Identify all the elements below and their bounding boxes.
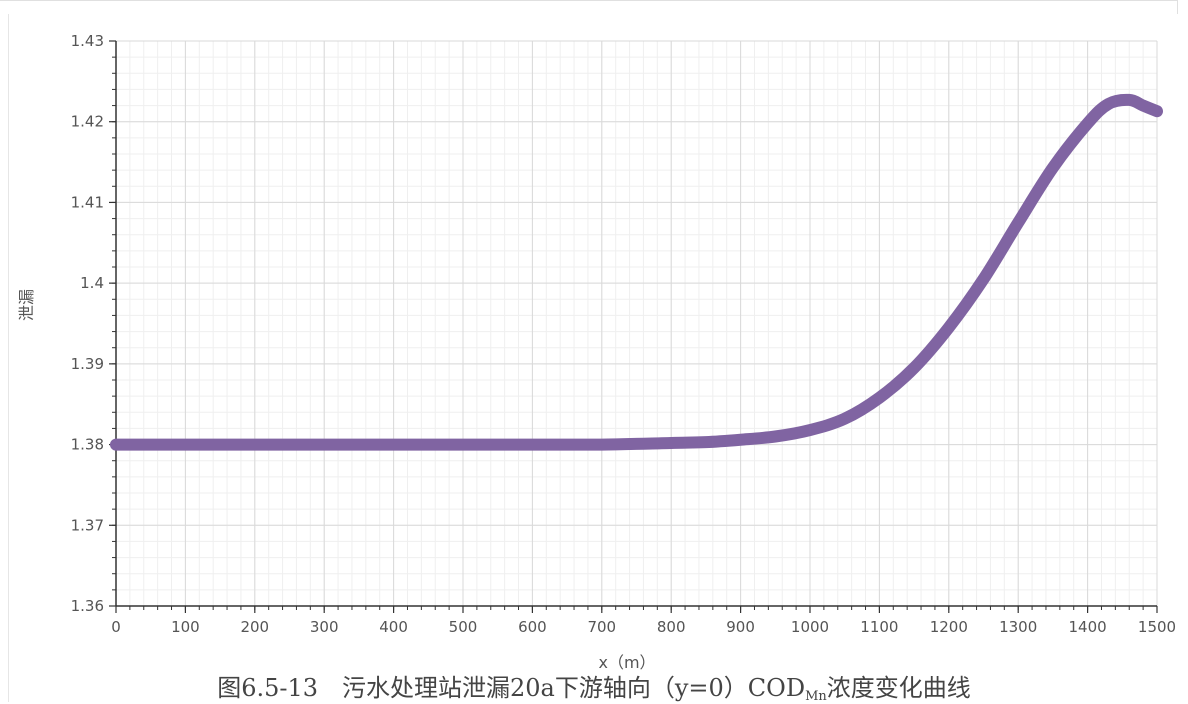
y-tick-label: 1.42 <box>71 113 104 131</box>
frame-border-left <box>8 14 9 702</box>
x-tick-label: 1000 <box>791 618 829 636</box>
y-tick-label: 1.37 <box>71 516 104 534</box>
caption-subscript: Mn <box>805 689 827 704</box>
x-tick-label: 400 <box>379 618 408 636</box>
x-tick-label: 500 <box>449 618 478 636</box>
x-tick-label: 0 <box>111 618 121 636</box>
x-tick-label: 800 <box>657 618 686 636</box>
x-tick-label: 300 <box>310 618 339 636</box>
x-tick-label: 100 <box>171 618 200 636</box>
minor-grid <box>115 40 1158 607</box>
x-tick-label: 700 <box>587 618 616 636</box>
x-tick-label: 1100 <box>860 618 898 636</box>
frame-border-top <box>0 0 1178 14</box>
y-tick-label: 1.39 <box>71 355 104 373</box>
y-tick-label: 1.41 <box>71 193 104 211</box>
x-tick-label: 1200 <box>930 618 968 636</box>
figure-caption: 图6.5-13 污水处理站泄漏20a下游轴向（y=0）CODMn浓度变化曲线 <box>0 668 1188 704</box>
series-line <box>110 93 1163 451</box>
caption-prefix: 图6.5-13 污水处理站泄漏20a下游轴向（y=0）COD <box>217 674 806 702</box>
x-tick-label: 600 <box>518 618 547 636</box>
major-grid <box>115 40 1158 607</box>
y-tick-label: 1.4 <box>80 274 104 292</box>
x-axis-title: x（m） <box>598 653 655 672</box>
x-tick-label: 200 <box>240 618 269 636</box>
x-tick-label: 1500 <box>1138 618 1176 636</box>
y-tick-labels: 1.36 1.37 1.38 1.39 1.4 1.41 1.42 1.43 <box>71 32 104 615</box>
y-tick-label: 1.36 <box>71 597 104 615</box>
x-tick-label: 1400 <box>1069 618 1107 636</box>
x-tick-label: 900 <box>726 618 755 636</box>
y-tick-label: 1.43 <box>71 32 104 50</box>
x-tick-label: 1300 <box>999 618 1037 636</box>
caption-suffix: 浓度变化曲线 <box>826 674 971 702</box>
x-tick-labels: 0 100 200 300 400 500 600 700 800 900 1000 1100 1200… <box>111 618 1176 636</box>
axes <box>109 40 1158 613</box>
y-tick-label: 1.38 <box>71 436 104 454</box>
series-layer <box>110 93 1163 451</box>
y-axis-title: 泄漏 <box>17 289 36 321</box>
